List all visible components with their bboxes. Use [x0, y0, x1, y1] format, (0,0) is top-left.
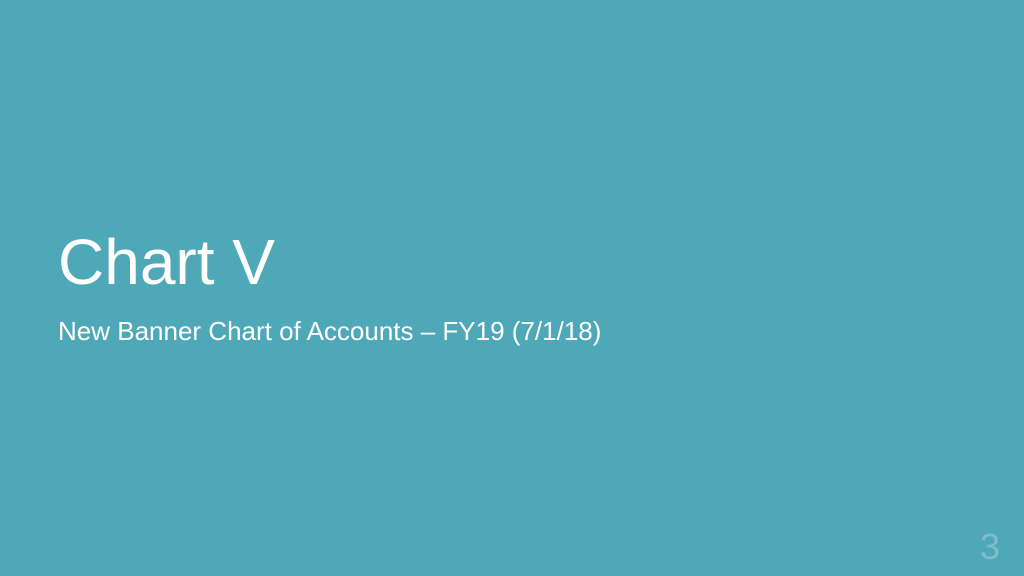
slide-subtitle: New Banner Chart of Accounts – FY19 (7/1… — [58, 315, 966, 349]
slide-container: Chart V New Banner Chart of Accounts – F… — [0, 0, 1024, 576]
page-number: 3 — [980, 526, 1000, 568]
slide-title: Chart V — [58, 227, 966, 297]
